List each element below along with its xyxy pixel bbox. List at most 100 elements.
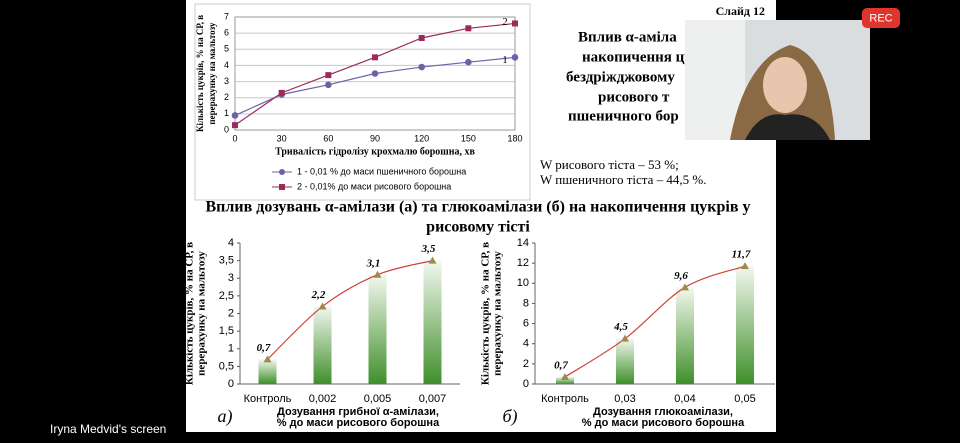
x-tick-label: 180 — [507, 133, 522, 143]
y-tick-label: 7 — [224, 11, 229, 21]
marker — [621, 334, 629, 342]
y-tick-label: 0 — [523, 378, 529, 390]
marker — [465, 58, 472, 66]
heading: накопичення цу — [582, 49, 692, 65]
heading: Вплив α-аміла — [578, 29, 677, 45]
value-label: 3,5 — [421, 243, 436, 255]
value-label: 2,2 — [311, 289, 326, 301]
x-tick-label: 120 — [414, 133, 429, 143]
x-axis-label: Дозування грибної α-амілази, — [277, 406, 439, 418]
marker — [511, 54, 519, 61]
x-axis-label: % до маси рисового борошна — [277, 417, 440, 429]
y-tick-label: 4 — [523, 338, 529, 350]
x-tick-label: 0,002 — [309, 393, 337, 405]
marker — [512, 20, 518, 27]
screen-name: Iryna Medvid's screen — [50, 422, 166, 436]
y-tick-label: 3,5 — [219, 255, 234, 267]
y-tick-label: 5 — [224, 44, 229, 54]
value-label: 11,7 — [732, 249, 751, 261]
value-label: 3,1 — [366, 257, 381, 269]
y-tick-label: 0 — [228, 378, 234, 390]
legend-label: 2 - 0,01% до маси рисового борошна — [297, 181, 451, 191]
x-tick-label: 0,005 — [364, 393, 392, 405]
marker — [325, 72, 332, 79]
webcam — [685, 20, 870, 140]
x-tick-label: 0,03 — [614, 393, 635, 405]
x-axis-label: % до маси рисового борошна — [582, 417, 745, 429]
y-tick-label: 4 — [228, 237, 234, 249]
x-axis-label: Тривалість гідролізу крохмалю борошна, х… — [275, 146, 475, 157]
bar — [423, 260, 442, 384]
x-tick-label: 60 — [323, 133, 333, 143]
heading: бездріжджовому — [566, 69, 675, 85]
plot-frame — [234, 16, 516, 131]
slide-title: Вплив дозувань α-амілази (а) та глюкоамі… — [206, 199, 751, 216]
x-tick-label: 0,05 — [734, 393, 755, 405]
bar — [676, 287, 694, 384]
x-tick-label: 30 — [277, 133, 287, 143]
y-tick-label: 4 — [224, 60, 229, 70]
y-axis-label: Кількість цукрів, % на СР, в — [195, 15, 205, 132]
y-tick-label: 8 — [523, 297, 529, 309]
value-label: 4,5 — [613, 321, 628, 333]
slide-number: Слайд 12 — [716, 4, 765, 18]
note: W пшеничного тіста – 44,5 %. — [540, 172, 706, 187]
marker — [418, 63, 425, 71]
y-tick-label: 10 — [517, 277, 529, 289]
y-tick-label: 6 — [224, 28, 229, 38]
y-axis-label: Кількість цукрів, % на СР, в — [480, 242, 492, 385]
y-tick-label: 1,5 — [219, 325, 234, 337]
y-axis-label: перерахунку на мальтозу — [196, 251, 208, 376]
y-tick-label: 2,5 — [219, 290, 234, 302]
marker — [372, 54, 378, 61]
bar — [736, 266, 754, 384]
bar — [258, 359, 277, 384]
marker — [373, 270, 382, 278]
marker — [561, 372, 569, 380]
y-tick-label: 2 — [228, 307, 234, 319]
legend-marker — [279, 184, 285, 190]
marker — [231, 112, 239, 119]
series-end-label: 2 — [502, 16, 508, 28]
y-tick-label: 0 — [224, 124, 229, 134]
slide-title: рисовому тісті — [426, 219, 530, 236]
y-tick-label: 2 — [224, 92, 229, 102]
value-label: 0,7 — [257, 342, 271, 354]
bar — [368, 274, 387, 384]
y-tick-label: 12 — [517, 257, 529, 269]
trend-line — [564, 265, 746, 378]
marker — [318, 302, 327, 310]
value-label: 0,7 — [554, 359, 568, 371]
y-axis-label: перерахунку на мальтозу — [207, 22, 217, 125]
marker — [428, 256, 437, 264]
x-tick-label: 0 — [232, 133, 237, 143]
panel-label: а) — [218, 406, 233, 427]
panel-label: б) — [502, 406, 517, 427]
marker — [741, 262, 749, 270]
y-tick-label: 1 — [228, 343, 234, 355]
y-tick-label: 1 — [224, 108, 229, 118]
marker — [232, 122, 238, 129]
y-tick-label: 0,5 — [219, 360, 234, 372]
top-chart-frame — [194, 3, 531, 201]
rec-label: REC — [869, 12, 892, 24]
x-tick-label: Контроль — [541, 393, 589, 405]
x-tick-label: 150 — [461, 133, 476, 143]
y-tick-label: 6 — [523, 317, 529, 329]
bar — [313, 306, 332, 384]
x-tick-label: 90 — [370, 133, 380, 143]
series-end-label: 1 — [502, 54, 508, 66]
heading: пшеничного бор — [568, 108, 679, 124]
trend-line — [267, 260, 433, 360]
legend-label: 1 - 0,01 % до маси пшеничного борошна — [297, 166, 466, 176]
x-tick-label: 0,04 — [674, 393, 695, 405]
marker — [325, 81, 332, 89]
y-tick-label: 3 — [228, 272, 234, 284]
bar — [616, 338, 634, 384]
marker — [465, 25, 472, 32]
y-tick-label: 3 — [224, 76, 229, 86]
rec-badge[interactable]: REC — [862, 8, 900, 28]
marker — [263, 355, 272, 363]
